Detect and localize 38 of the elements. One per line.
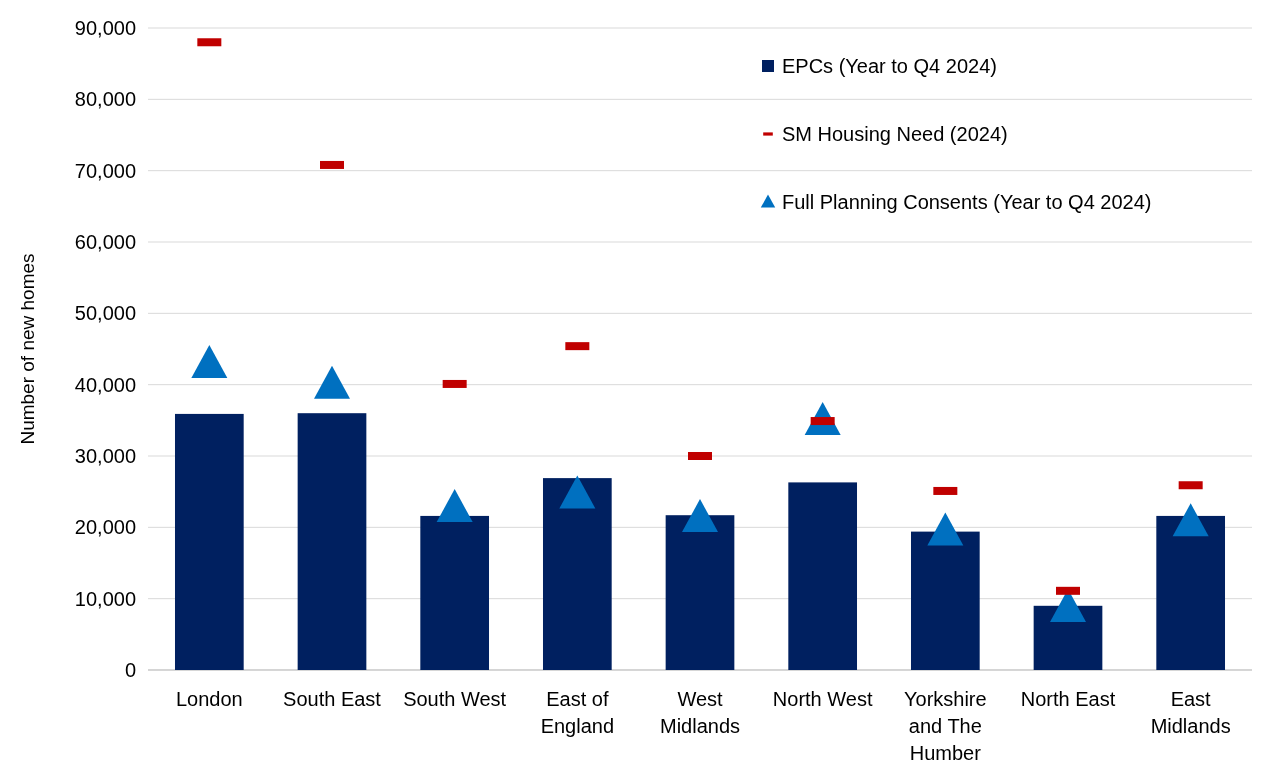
point bbox=[682, 499, 718, 533]
x-tick-label: West Midlands bbox=[659, 688, 741, 737]
point bbox=[559, 475, 596, 509]
legend-label: EPCs (Year to Q4 2024) bbox=[782, 55, 997, 77]
bar bbox=[297, 413, 367, 670]
x-tick-label: Yorkshire and The Humber bbox=[904, 688, 987, 764]
x-tick-label: London bbox=[175, 688, 243, 710]
bar bbox=[1156, 515, 1226, 670]
y-tick-label: 90,000 bbox=[74, 17, 136, 39]
bar bbox=[174, 413, 244, 670]
point bbox=[191, 344, 228, 378]
legend-label: Full Planning Consents (Year to Q4 2024) bbox=[782, 191, 1152, 213]
y-tick-label: 0 bbox=[124, 659, 136, 681]
x-tick-label: North West bbox=[772, 688, 873, 710]
point bbox=[927, 512, 964, 546]
point bbox=[436, 489, 473, 523]
legend-label: SM Housing Need (2024) bbox=[782, 123, 1008, 145]
y-tick-label: 10,000 bbox=[74, 587, 136, 610]
bar bbox=[910, 531, 980, 670]
y-tick-label: 30,000 bbox=[74, 445, 136, 467]
x-tick-label: South West bbox=[403, 688, 507, 710]
y-tick-label: 70,000 bbox=[74, 159, 136, 182]
y-tick-label: 50,000 bbox=[74, 302, 136, 325]
y-tick-label: 60,000 bbox=[74, 231, 136, 253]
x-tick-label: East of England bbox=[540, 688, 615, 737]
y-tick-label: 20,000 bbox=[74, 516, 136, 539]
y-tick-label: 40,000 bbox=[74, 373, 136, 396]
bar bbox=[788, 482, 858, 670]
bar bbox=[542, 478, 612, 670]
y-tick-label: 80,000 bbox=[74, 88, 136, 111]
point bbox=[314, 365, 350, 399]
point bbox=[1172, 503, 1209, 537]
bar bbox=[420, 515, 490, 670]
x-tick-label: South East bbox=[283, 688, 382, 710]
x-tick-label: North East bbox=[1020, 688, 1116, 710]
y-axis-title: Number of new homes bbox=[17, 253, 38, 445]
x-tick-label: East Midlands bbox=[1150, 688, 1231, 737]
bar bbox=[665, 515, 735, 670]
